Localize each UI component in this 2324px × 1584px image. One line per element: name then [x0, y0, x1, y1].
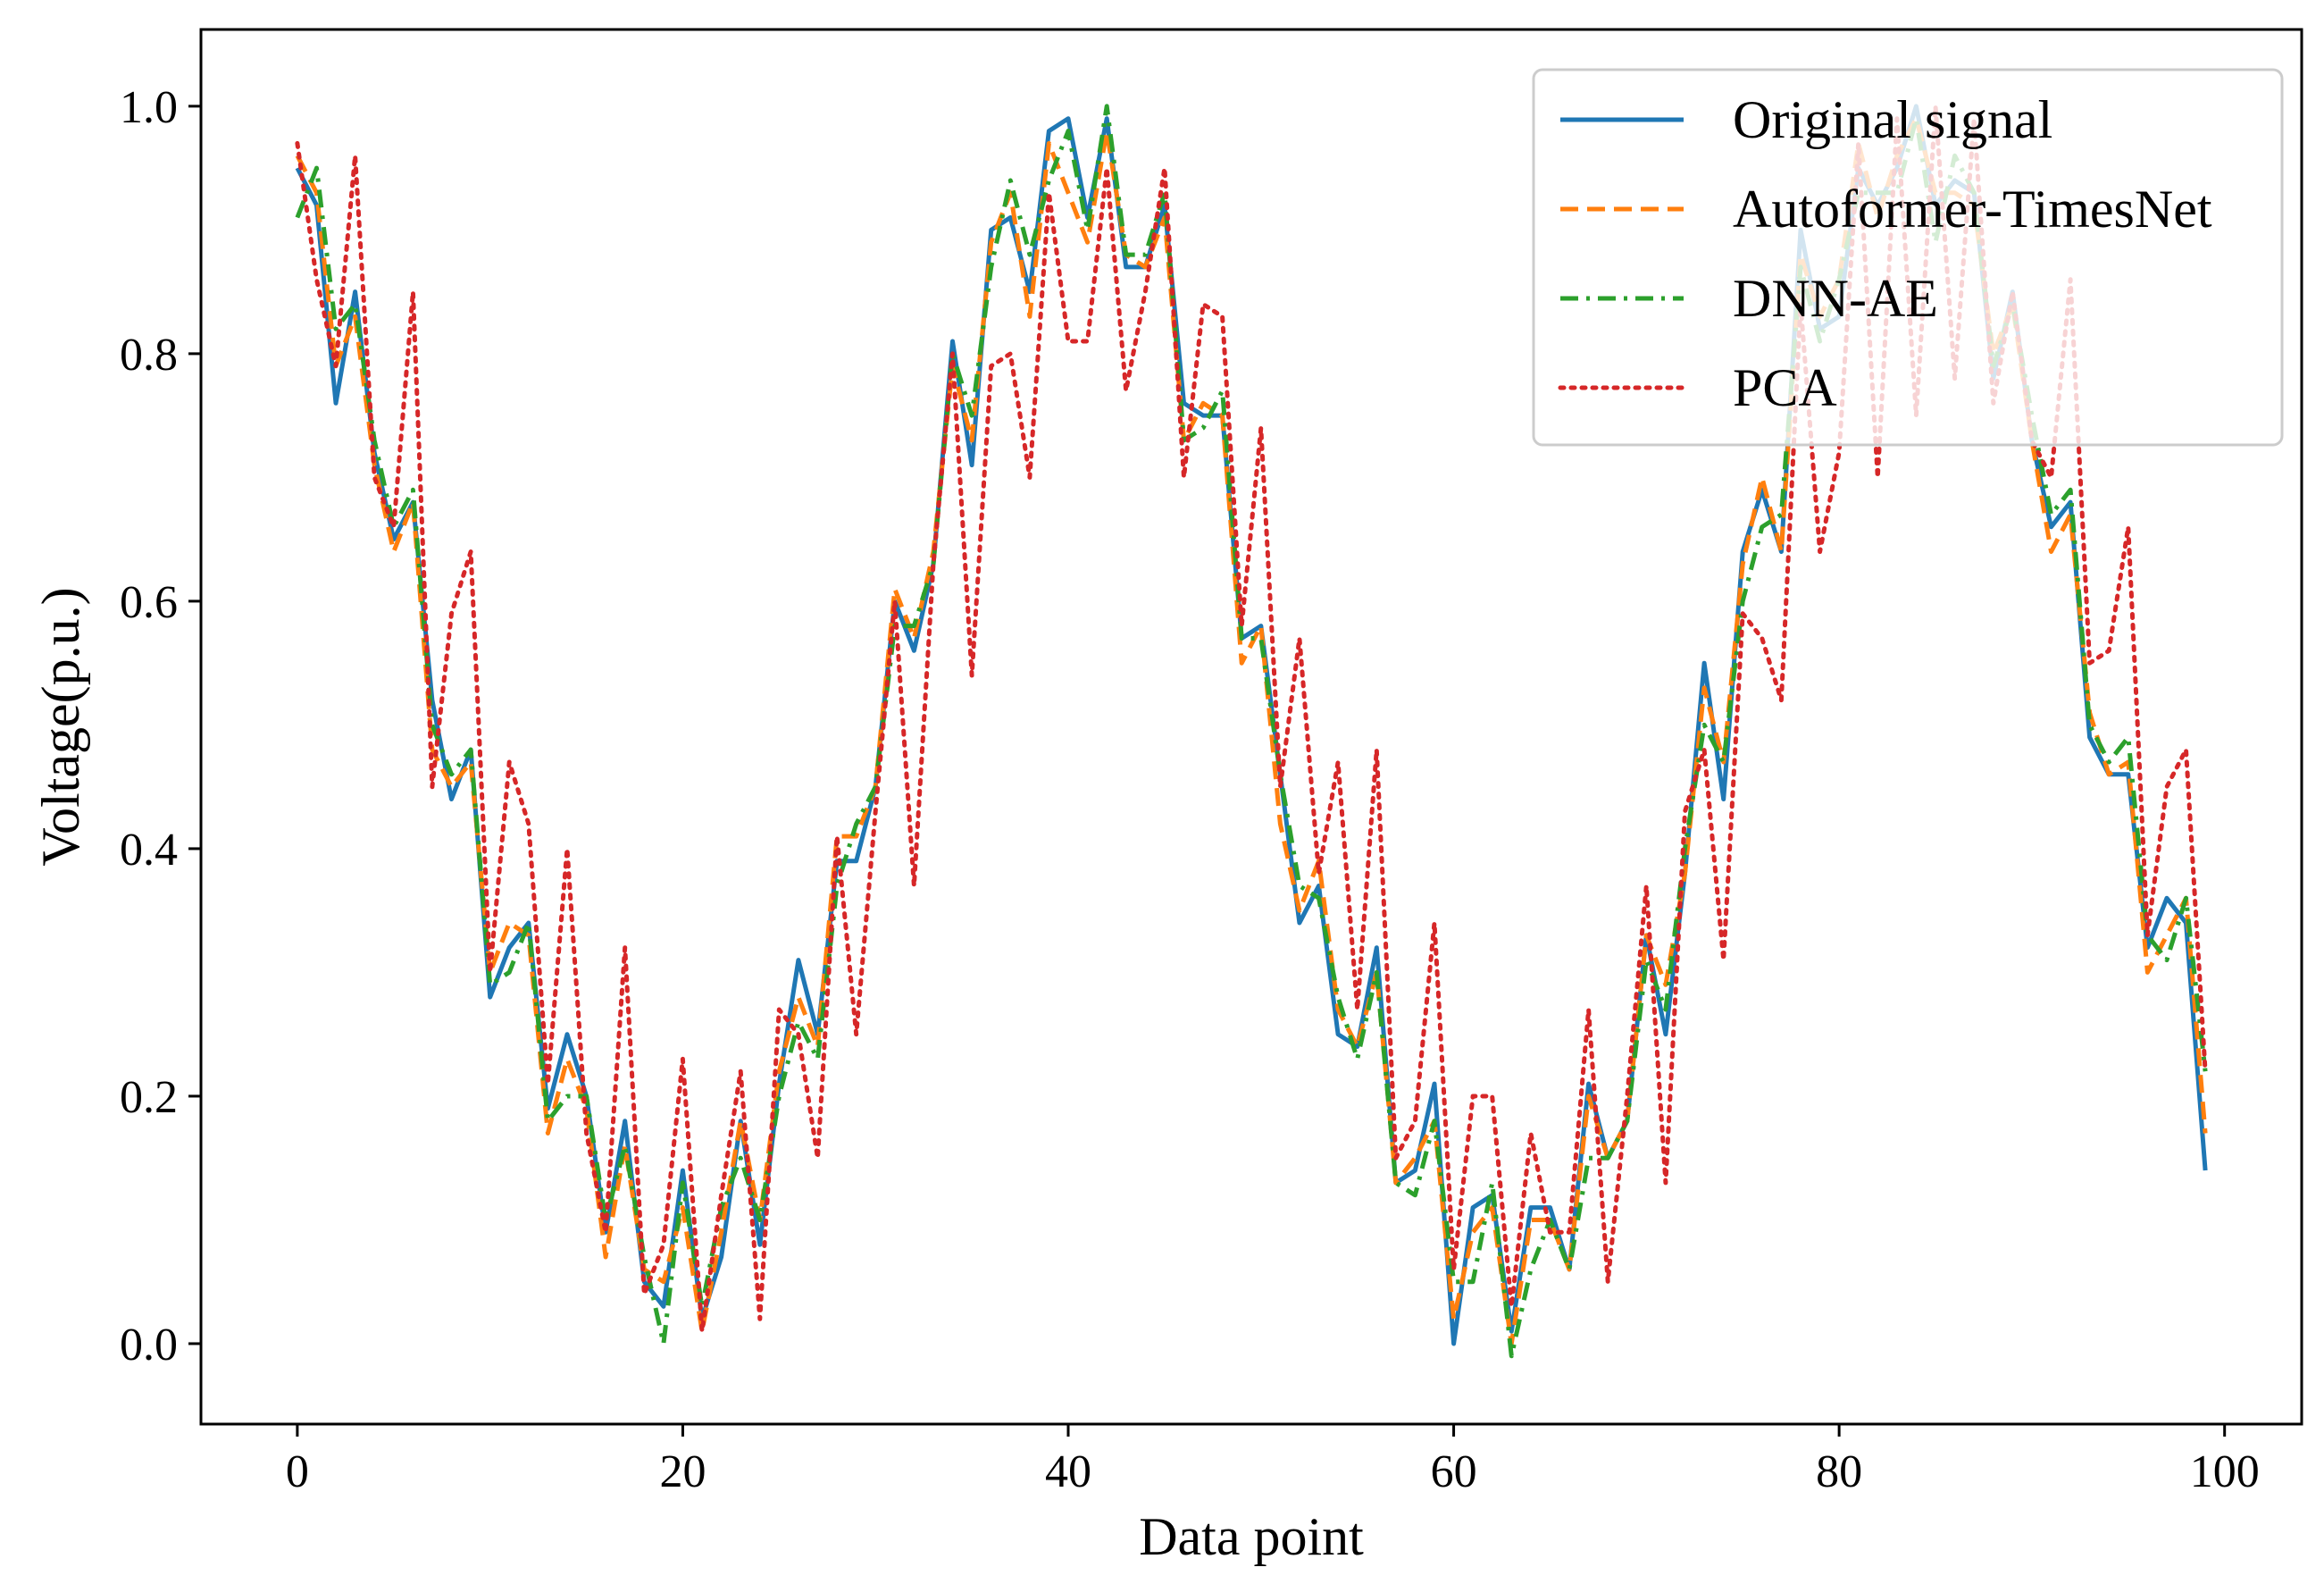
y-tick-label: 0.6 — [120, 577, 178, 628]
x-tick-label: 100 — [2190, 1446, 2260, 1497]
y-tick-label: 0.0 — [120, 1320, 178, 1370]
legend-box — [1532, 68, 2284, 447]
y-axis-label: Voltage(p.u.) — [31, 587, 90, 866]
y-tick-label: 0.8 — [120, 330, 178, 381]
x-tick-label: 80 — [1816, 1446, 1862, 1497]
legend-label: Autoformer-TimesNet — [1733, 180, 2212, 239]
y-tick-label: 1.0 — [120, 82, 178, 133]
x-tick-label: 60 — [1431, 1446, 1477, 1497]
ticks-layer: 0 20 40 60 80 100 0.0 0.2 0.4 0.6 0.8 1.0 — [120, 82, 2260, 1497]
x-tick-label: 20 — [659, 1446, 706, 1497]
legend-label: Original signal — [1733, 90, 2052, 149]
plot-frame — [199, 28, 2303, 1426]
y-tick-label: 0.4 — [120, 825, 178, 876]
legend-label: DNN-AE — [1733, 269, 1938, 328]
x-tick-label: 40 — [1045, 1446, 1091, 1497]
y-tick-label: 0.2 — [120, 1072, 178, 1123]
legend-label: PCA — [1733, 358, 1837, 417]
legend: Original signal Autoformer-TimesNet DNN-AE… — [1532, 68, 2284, 447]
x-axis-label: Data point — [1139, 1507, 1364, 1566]
x-tick-label: 0 — [286, 1446, 309, 1497]
